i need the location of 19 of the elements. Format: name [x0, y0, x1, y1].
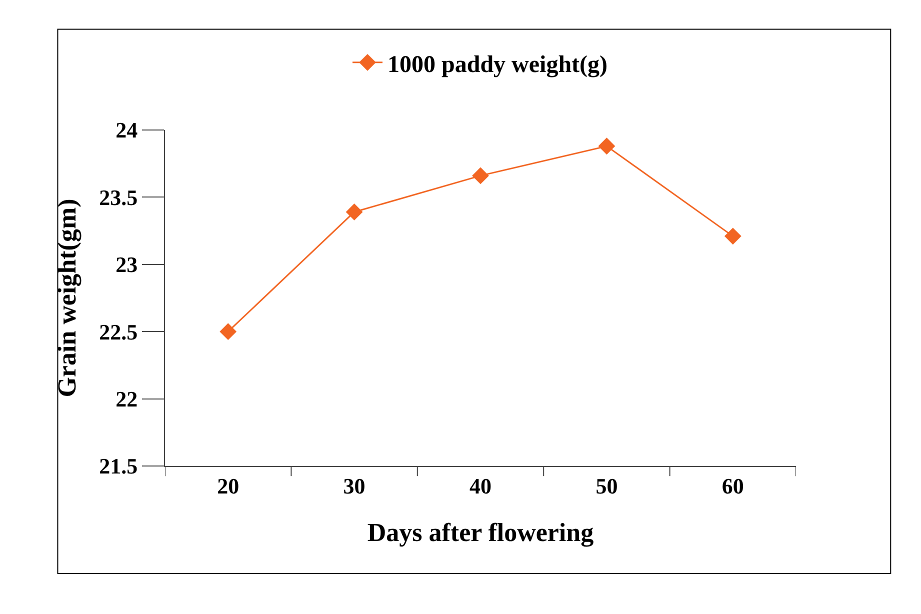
point — [472, 167, 489, 184]
point — [220, 323, 237, 340]
y-tick-label: 23 — [116, 252, 138, 278]
y-tick-label: 23.5 — [99, 184, 138, 210]
x-tick-label: 50 — [596, 473, 618, 498]
x-tick-label: 40 — [470, 473, 492, 498]
x-tick-label: 20 — [217, 473, 240, 498]
x-tick-label: 60 — [722, 473, 744, 498]
y-tick-label: 21.5 — [99, 454, 138, 479]
y-tick-label: 24 — [116, 118, 138, 143]
y-axis-title: Grain weight(gm) — [52, 198, 82, 398]
y-tick-label: 22 — [116, 386, 138, 412]
x-tick-label: 30 — [343, 473, 366, 498]
legend-label: 1000 paddy weight(g) — [388, 52, 608, 78]
x-axis-title: Days after flowering — [367, 518, 594, 548]
point — [724, 228, 742, 245]
point — [598, 138, 616, 155]
y-tick-label: 22.5 — [99, 319, 138, 344]
point — [346, 204, 363, 220]
